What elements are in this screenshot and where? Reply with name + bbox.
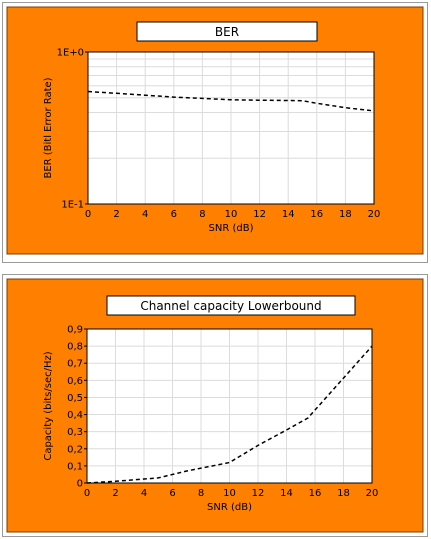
capacity-y-tick-label: 0,5 [67,393,83,404]
capacity-x-tick-label: 16 [309,488,322,499]
capacity-chart-title: Channel capacity Lowerbound [140,299,321,313]
ber-x-tick-label: 16 [310,209,323,220]
capacity-y-axis-title: Capacity (bits/sec/Hz) [43,351,54,460]
ber-x-tick-label: 12 [253,209,266,220]
ber-title-box [136,21,318,42]
capacity-x-tick-label: 14 [280,488,293,499]
ber-x-tick-label: 14 [282,209,295,220]
ber-x-tick-label: 18 [339,209,352,220]
capacity-x-tick-label: 4 [141,488,147,499]
ber-x-tick-label: 10 [225,209,238,220]
capacity-y-tick-label: 0,3 [67,427,83,438]
capacity-x-axis-title: SNR (dB) [207,502,252,513]
capacity-y-tick-label: 0,1 [67,461,83,472]
ber-x-tick-label: 6 [171,209,177,220]
capacity-x-tick-label: 12 [252,488,265,499]
capacity-y-tick-label: 0,9 [67,325,83,336]
capacity-x-tick-label: 6 [169,488,175,499]
capacity-x-tick-label: 20 [366,488,379,499]
capacity-series-line [86,345,373,484]
ber-x-tick-label: 4 [142,209,148,220]
ber-y-tick-label: 1E-1 [61,200,84,211]
capacity-y-tick-label: 0 [77,479,83,490]
capacity-y-tick-label: 0,6 [67,376,83,387]
capacity-y-tick-label: 0,8 [67,342,83,353]
capacity-x-tick-label: 8 [198,488,204,499]
capacity-x-tick-label: 2 [112,488,118,499]
ber-chart-title: BER [215,25,239,39]
capacity-y-tick-label: 0,2 [67,444,83,455]
ber-chart: BER 0 2 4 6 8 10 12 14 16 18 20 1E-1 1E+0 SNR (dB) BER … [6,6,424,255]
capacity-chart: Channel capacity Lowerbound 0 2 4 6 8 10 12 14 16… [6,278,424,533]
capacity-y-tick-label: 0,7 [67,359,83,370]
ber-x-tick-label: 20 [368,209,381,220]
ber-x-tick-label: 0 [85,209,91,220]
capacity-x-tick-label: 0 [84,488,90,499]
ber-x-tick-label: 8 [199,209,205,220]
capacity-chart-panel: Channel capacity Lowerbound 0 2 4 6 8 10 12 14 16… [2,274,428,537]
ber-series-line [87,90,375,112]
ber-x-tick-label: 2 [113,209,119,220]
capacity-y-tick-label: 0,4 [67,410,83,421]
ber-y-axis-title: BER (Bitl Error Rate) [43,77,54,178]
capacity-x-tick-label: 18 [337,488,350,499]
capacity-title-box [106,295,356,316]
ber-y-tick-label: 1E+0 [57,48,84,59]
capacity-x-tick-label: 10 [223,488,236,499]
ber-x-axis-title: SNR (dB) [209,223,254,234]
ber-plot-border [87,51,375,205]
ber-chart-panel: BER 0 2 4 6 8 10 12 14 16 18 20 1E-1 1E+0 SNR (dB) BER … [2,2,428,263]
capacity-plot-border [86,328,373,484]
